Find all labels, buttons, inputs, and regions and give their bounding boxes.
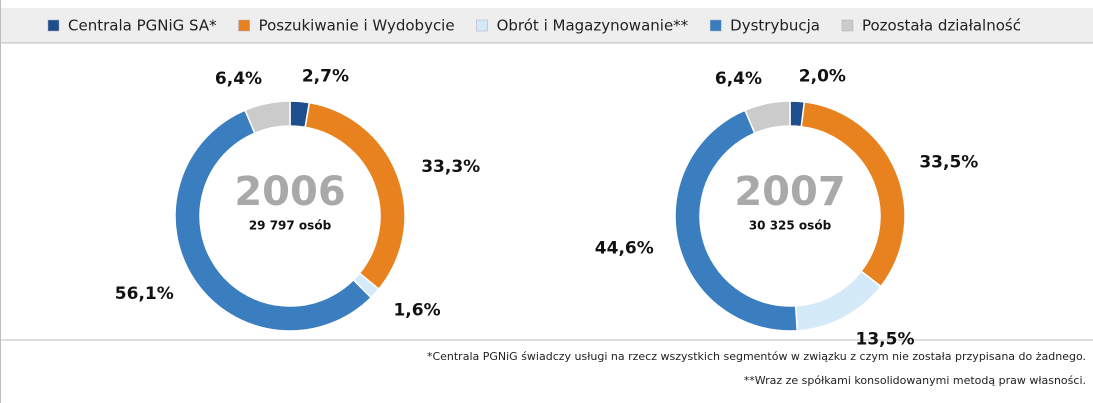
legend-band: [0, 8, 1093, 43]
legend-label: Pozostała działalność: [862, 17, 1021, 35]
data-label: 2,0%: [799, 66, 846, 86]
data-label: 44,6%: [595, 238, 654, 258]
data-label: 56,1%: [115, 284, 174, 304]
data-label: 2,7%: [302, 67, 349, 87]
data-label: 13,5%: [856, 330, 915, 350]
donut-slice: [174, 109, 373, 332]
legend-swatch: [476, 19, 488, 32]
legend-swatch: [709, 19, 722, 32]
data-label: 6,4%: [715, 69, 762, 89]
center-year: 2006: [234, 169, 345, 215]
legend-label: Dystrybucja: [730, 17, 820, 35]
footnote: *Centrala PGNiG świadczy usługi na rzecz…: [427, 350, 1086, 363]
center-count: 30 325 osób: [749, 219, 832, 233]
legend-label: Poszukiwanie i Wydobycie: [259, 17, 455, 35]
legend-swatch: [238, 19, 250, 32]
center-count: 29 797 osób: [249, 219, 332, 233]
donut-slice: [794, 270, 882, 332]
data-label: 6,4%: [215, 69, 262, 89]
center-year: 2007: [734, 169, 845, 215]
footnote: **Wraz ze spółkami konsolidowanymi metod…: [744, 374, 1086, 387]
legend-label: Obrót i Magazynowanie**: [497, 17, 689, 35]
donut-slice: [244, 100, 291, 135]
donut-slice: [674, 109, 799, 332]
legend-label: Centrala PGNiG SA*: [68, 17, 217, 35]
legend-swatch: [47, 19, 60, 32]
legend-swatch: [841, 19, 854, 32]
data-label: 1,6%: [393, 300, 440, 320]
data-label: 33,3%: [421, 157, 480, 177]
donut-slice: [744, 100, 791, 135]
data-label: 33,5%: [919, 152, 978, 172]
